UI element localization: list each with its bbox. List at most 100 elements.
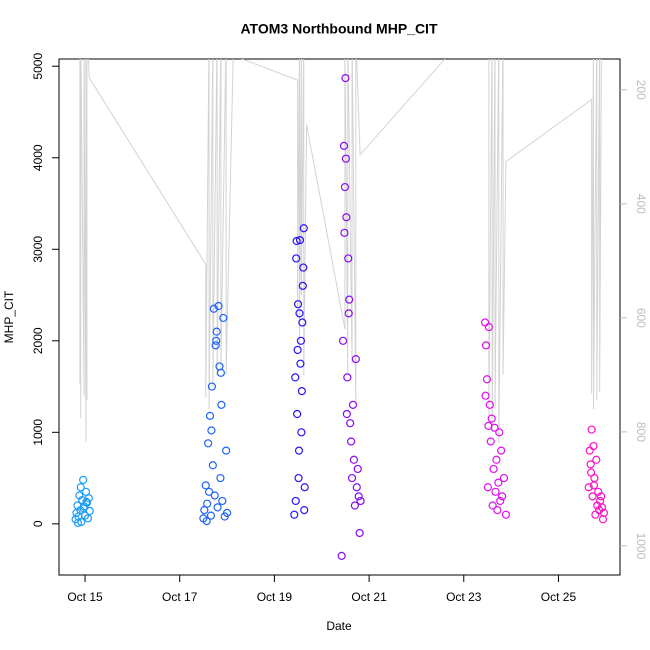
point [219, 313, 228, 323]
point [344, 309, 353, 318]
x-tick-label: Oct 23 [446, 590, 482, 604]
point [498, 492, 507, 501]
y2-tick-label: 800 [634, 422, 648, 442]
point [483, 483, 493, 492]
point [348, 400, 358, 409]
point [293, 300, 303, 309]
plot-box [58, 58, 621, 576]
point [295, 309, 304, 318]
point [203, 499, 212, 508]
point [346, 437, 356, 446]
point [83, 514, 92, 523]
point [494, 478, 503, 487]
point [79, 475, 88, 485]
point [291, 373, 300, 382]
y-tick-label: 2000 [31, 327, 45, 354]
chart-title: ATOM3 Northbound MHP_CIT [240, 21, 437, 37]
point [217, 400, 226, 409]
point [497, 446, 506, 455]
point [294, 473, 303, 483]
point [481, 391, 490, 400]
point [337, 551, 346, 560]
point [201, 481, 210, 490]
point [491, 487, 500, 496]
point [297, 428, 306, 437]
point [342, 213, 351, 222]
point [299, 263, 308, 272]
point [292, 254, 301, 263]
point [343, 373, 352, 382]
y-tick-label: 3000 [31, 236, 45, 263]
point [488, 501, 497, 510]
point [73, 518, 83, 528]
point [292, 236, 301, 246]
point [350, 501, 359, 510]
point [212, 336, 221, 345]
x-tick-label: Oct 17 [162, 590, 198, 604]
point [340, 228, 349, 237]
point [214, 301, 223, 311]
point [354, 492, 363, 501]
point [592, 455, 601, 464]
point [340, 182, 350, 192]
point [210, 491, 219, 500]
y-tick-label: 5000 [31, 53, 45, 80]
point [76, 483, 85, 492]
point [345, 295, 354, 304]
point [352, 483, 361, 492]
point [204, 439, 213, 448]
point [587, 425, 596, 434]
point [489, 464, 498, 474]
point [216, 368, 226, 377]
point [207, 426, 216, 435]
point [298, 281, 307, 290]
point [204, 487, 214, 496]
point [222, 446, 231, 455]
point [211, 341, 220, 350]
point [486, 437, 495, 446]
x-tick-label: Oct 15 [67, 590, 103, 604]
point [341, 154, 350, 163]
point [482, 375, 492, 384]
point [298, 318, 307, 327]
point [293, 345, 302, 355]
point [299, 224, 308, 233]
point [218, 496, 227, 506]
point [484, 421, 493, 431]
point [342, 409, 351, 419]
y-axis-label: MHP_CIT [2, 290, 16, 343]
point [597, 503, 607, 512]
point [492, 455, 501, 464]
point [487, 414, 496, 423]
y2-tick-label: 1000 [634, 533, 648, 560]
point [208, 461, 217, 470]
point [589, 441, 598, 451]
point [481, 341, 491, 350]
point [599, 508, 609, 517]
point [496, 496, 505, 506]
point [493, 506, 502, 515]
point [339, 141, 349, 150]
point [353, 464, 362, 474]
point [499, 473, 509, 483]
point [355, 528, 364, 538]
point [347, 473, 357, 483]
point [344, 254, 353, 263]
point [300, 483, 309, 492]
point [296, 359, 305, 368]
x-tick-label: Oct 19 [257, 590, 293, 604]
point [351, 355, 360, 364]
point [293, 409, 302, 419]
point [346, 419, 355, 428]
y-tick-label: 1000 [31, 419, 45, 446]
point [291, 496, 300, 506]
point [202, 516, 211, 526]
y2-tick-label: 200 [634, 80, 648, 100]
point [297, 387, 306, 396]
point [587, 468, 596, 477]
point [216, 473, 225, 483]
point [589, 481, 599, 490]
point [77, 517, 86, 527]
